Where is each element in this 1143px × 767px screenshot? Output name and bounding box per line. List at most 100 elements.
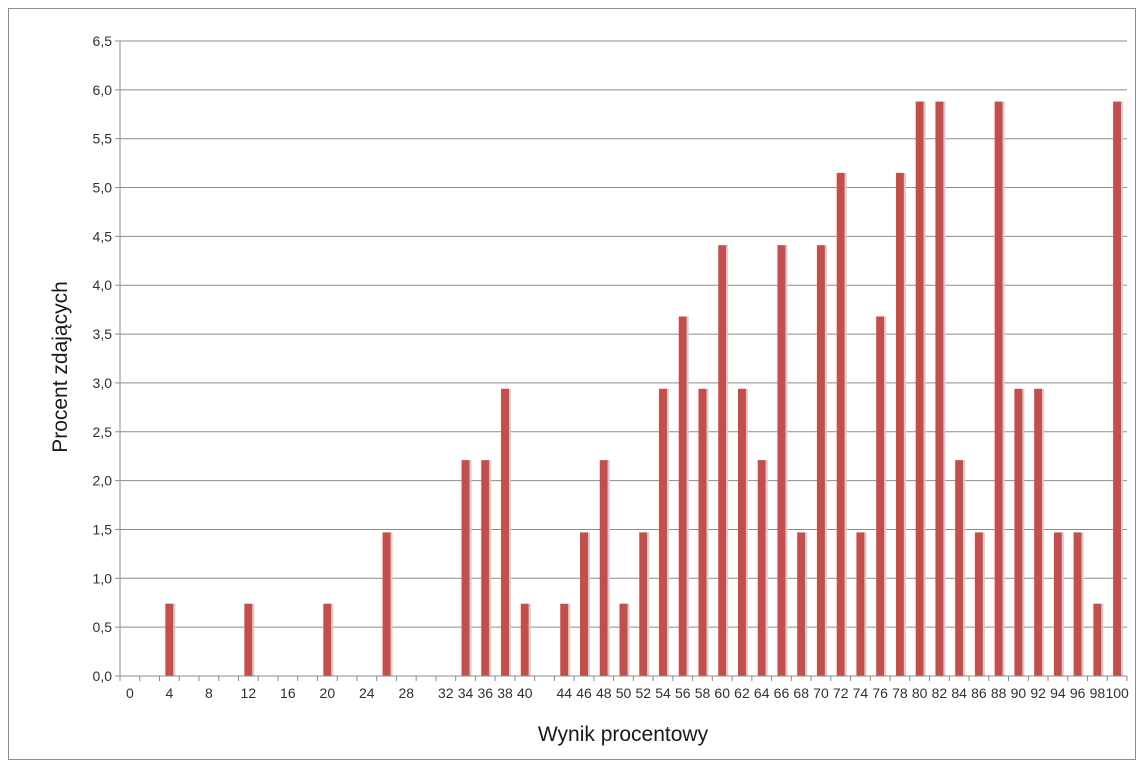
bar	[461, 460, 470, 676]
bar	[1014, 388, 1023, 676]
bar	[915, 101, 924, 676]
bar-chart: 0,0 0,5 1,0 1,5 2,0 2,5 3,0 3,5 4,0 4,5 5,0 5,5 6,0 6…	[49, 33, 1129, 746]
bar-highlight	[1101, 603, 1104, 676]
x-tick-label: 44	[556, 685, 572, 701]
x-tick-label: 84	[951, 685, 967, 701]
x-tick-label: 92	[1030, 685, 1046, 701]
bar	[955, 460, 964, 676]
bar	[165, 603, 174, 676]
x-tick-label: 0	[126, 685, 134, 701]
x-tick-label: 54	[655, 685, 671, 701]
bar-highlight	[588, 532, 591, 676]
x-tick-label: 38	[497, 685, 513, 701]
x-tick-label: 50	[616, 685, 632, 701]
x-tick-label: 62	[734, 685, 750, 701]
bar-highlight	[568, 603, 571, 676]
bar	[718, 245, 727, 676]
bar	[382, 532, 391, 676]
bar-highlight	[765, 460, 768, 676]
x-tick-label: 68	[793, 685, 809, 701]
bar-highlight	[864, 532, 867, 676]
bar	[1034, 388, 1043, 676]
x-tick-label: 64	[754, 685, 770, 701]
x-tick-label: 78	[892, 685, 908, 701]
bar	[678, 316, 687, 676]
x-tick-label: 66	[774, 685, 790, 701]
bar-highlight	[489, 460, 492, 676]
x-tick-label: 100	[1105, 685, 1129, 701]
bar-highlight	[982, 532, 985, 676]
y-tick-label: 4,5	[93, 228, 113, 244]
bar-highlight	[903, 172, 906, 676]
bar	[639, 532, 648, 676]
y-tick-label: 1,5	[93, 521, 113, 537]
bar	[520, 603, 529, 676]
bars	[165, 101, 1124, 676]
x-tick-label: 72	[833, 685, 849, 701]
bar-highlight	[252, 603, 255, 676]
x-tick-label: 8	[205, 685, 213, 701]
bar	[895, 172, 904, 676]
x-tick-label: 82	[932, 685, 948, 701]
bar	[1113, 101, 1122, 676]
bar	[935, 101, 944, 676]
x-tick-label: 58	[695, 685, 711, 701]
y-tick-label: 6,5	[93, 33, 113, 49]
y-tick-label: 5,5	[93, 131, 113, 147]
bar	[836, 172, 845, 676]
bar	[580, 532, 589, 676]
x-tick-label: 70	[813, 685, 829, 701]
bar-highlight	[1042, 388, 1045, 676]
bar	[737, 388, 746, 676]
bar-highlight	[173, 603, 176, 676]
bar	[757, 460, 766, 676]
bar	[1093, 603, 1102, 676]
y-tick-label: 2,5	[93, 424, 113, 440]
x-tick-label: 48	[596, 685, 612, 701]
bar-highlight	[963, 460, 966, 676]
bar	[777, 245, 786, 676]
x-tick-label: 80	[912, 685, 928, 701]
y-tick-label: 0,0	[93, 668, 113, 684]
bar-highlight	[1081, 532, 1084, 676]
x-tick-label: 46	[576, 685, 592, 701]
y-tick-label: 2,0	[93, 473, 113, 489]
x-tick-label: 56	[675, 685, 691, 701]
bar-highlight	[390, 532, 393, 676]
bar-highlight	[726, 245, 729, 676]
bar	[994, 101, 1003, 676]
bar	[698, 388, 707, 676]
x-tick-label: 60	[714, 685, 730, 701]
bar-highlight	[1022, 388, 1025, 676]
y-tick-label: 4,0	[93, 277, 113, 293]
x-tick-label: 76	[872, 685, 888, 701]
bar	[797, 532, 806, 676]
bar-highlight	[923, 101, 926, 676]
x-tick-label: 12	[241, 685, 257, 701]
y-tick-label: 5,0	[93, 180, 113, 196]
y-tick-label: 3,5	[93, 326, 113, 342]
x-tick-label: 90	[1011, 685, 1027, 701]
bar-highlight	[469, 460, 472, 676]
x-tick-label: 28	[399, 685, 415, 701]
bar	[658, 388, 667, 676]
y-tick-labels: 0,0 0,5 1,0 1,5 2,0 2,5 3,0 3,5 4,0 4,5 5,0 5,5 6,0 6…	[93, 33, 113, 684]
gridlines	[115, 40, 1127, 677]
bar-highlight	[805, 532, 808, 676]
bar-highlight	[1121, 101, 1124, 676]
x-tick-label: 20	[320, 685, 336, 701]
bar	[323, 603, 332, 676]
x-tick-label: 98	[1090, 685, 1106, 701]
bar	[560, 603, 569, 676]
y-tick-label: 1,0	[93, 570, 113, 586]
bar-highlight	[706, 388, 709, 676]
bar-highlight	[607, 460, 610, 676]
bar	[501, 388, 510, 676]
bar-highlight	[844, 172, 847, 676]
y-tick-label: 6,0	[93, 82, 113, 98]
x-tick-label: 52	[635, 685, 651, 701]
bar-highlight	[647, 532, 650, 676]
bar-highlight	[666, 388, 669, 676]
bar-highlight	[1002, 101, 1005, 676]
y-axis-title: Procent zdających	[49, 281, 72, 453]
